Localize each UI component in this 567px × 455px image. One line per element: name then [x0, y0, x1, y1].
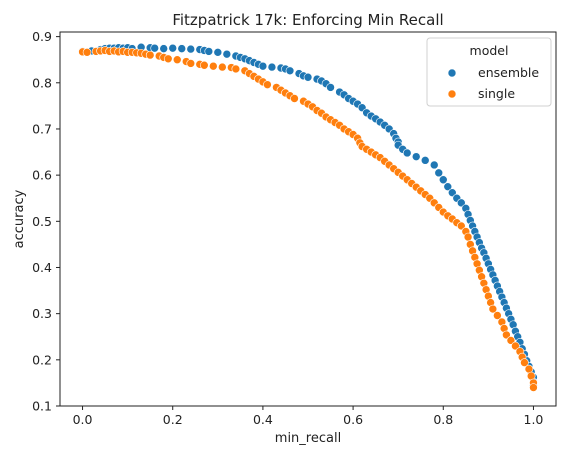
legend-marker-ensemble: [447, 68, 457, 78]
data-point-ensemble: [159, 44, 169, 53]
data-point-single: [290, 94, 299, 103]
data-point-ensemble: [177, 44, 187, 53]
y-tick-label: 0.5: [32, 214, 52, 229]
data-point-ensemble: [213, 48, 223, 57]
data-point-single: [263, 80, 272, 89]
data-point-ensemble: [150, 43, 159, 53]
data-point-ensemble: [267, 62, 277, 72]
x-tick-label: 0.6: [343, 412, 363, 427]
x-tick-label: 0.4: [253, 412, 273, 427]
data-point-single: [231, 64, 241, 74]
data-point-ensemble: [402, 148, 412, 158]
data-point-single: [163, 54, 173, 64]
data-point-ensemble: [168, 43, 178, 53]
data-point-single: [488, 304, 498, 314]
data-point-ensemble: [204, 47, 214, 56]
data-point-ensemble: [443, 182, 453, 191]
legend-label-ensemble: ensemble: [478, 65, 539, 80]
legend-box: [426, 37, 552, 107]
x-tick-label: 0.2: [163, 412, 183, 427]
data-point-ensemble: [438, 175, 448, 185]
data-point-single: [506, 336, 516, 345]
data-point-ensemble: [411, 152, 421, 161]
y-tick-label: 0.7: [32, 121, 52, 136]
data-point-single: [186, 59, 196, 68]
y-tick-label: 0.2: [32, 352, 52, 367]
data-point-ensemble: [457, 198, 466, 208]
scatter-points: [78, 42, 538, 392]
x-tick-label: 0.0: [73, 412, 93, 427]
data-point-ensemble: [420, 156, 430, 165]
data-point-ensemble: [285, 66, 295, 76]
data-point-ensemble: [326, 83, 335, 92]
data-point-single: [145, 50, 155, 60]
data-point-single: [493, 311, 502, 320]
series-single: [78, 46, 538, 392]
data-point-ensemble: [222, 49, 232, 59]
data-point-ensemble: [186, 44, 196, 54]
data-point-single: [511, 341, 520, 351]
legend-marker-single: [447, 89, 457, 99]
data-point-ensemble: [434, 168, 444, 178]
x-tick-label: 0.8: [433, 412, 453, 427]
x-axis: 0.0 0.2 0.4 0.6 0.8 1.0: [73, 406, 544, 427]
y-tick-label: 0.6: [32, 168, 52, 183]
y-axis-label: accuracy: [12, 189, 27, 248]
data-point-single: [199, 60, 209, 70]
y-tick-label: 0.1: [32, 399, 52, 414]
legend-label-single: single: [478, 86, 515, 101]
data-point-single: [218, 62, 227, 72]
chart-title: Fitzpatrick 17k: Enforcing Min Recall: [172, 11, 443, 29]
y-axis: 0.1 0.2 0.3 0.4 0.5 0.6 0.7 0.8 0.9: [32, 29, 60, 414]
data-point-single: [457, 221, 466, 231]
y-tick-label: 0.3: [32, 306, 52, 321]
y-tick-label: 0.9: [32, 29, 52, 44]
data-point-single: [502, 330, 511, 340]
data-point-single: [172, 55, 182, 65]
legend: model ensemble single: [426, 37, 552, 107]
data-point-ensemble: [429, 160, 439, 170]
data-point-single: [529, 383, 538, 392]
data-point-ensemble: [258, 61, 268, 71]
data-point-single: [82, 48, 92, 57]
y-tick-label: 0.8: [32, 75, 52, 90]
data-point-single: [520, 358, 529, 367]
data-point-single: [463, 232, 473, 242]
legend-title: model: [470, 43, 509, 58]
y-tick-label: 0.4: [32, 260, 52, 275]
data-point-ensemble: [447, 188, 457, 197]
x-axis-label: min_recall: [275, 431, 341, 446]
data-point-single: [209, 61, 218, 71]
data-point-ensemble: [303, 72, 313, 82]
x-tick-label: 1.0: [524, 412, 544, 427]
